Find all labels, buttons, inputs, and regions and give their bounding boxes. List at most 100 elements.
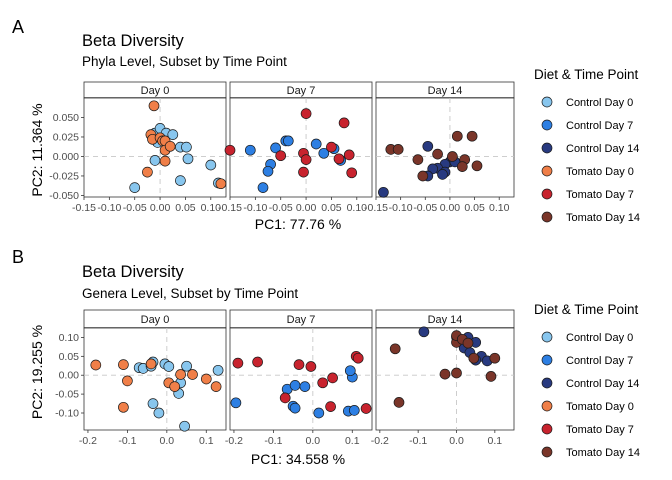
y-tick-label: 0.05 [59, 351, 80, 363]
legend-b: Diet & Time Point Control Day 0 Control Da… [534, 302, 640, 459]
data-point [163, 361, 175, 372]
legend-swatch [541, 354, 553, 366]
data-point [148, 100, 160, 112]
data-point [275, 150, 287, 162]
facet-a-1: Day 7 -0.15 -0.10 -0.05 0.00 0.05 0.10 [218, 81, 373, 214]
data-point [159, 155, 171, 167]
data-point [257, 182, 269, 193]
chart-b-xlabel: PC1: 34.558 % [251, 451, 345, 467]
legend-label: Control Day 7 [566, 120, 633, 132]
data-point [489, 352, 501, 364]
data-point [393, 397, 405, 408]
x-tick-label: -0.05 [269, 202, 293, 214]
plot-a: Day 0-0.15 -0.10 -0.05 0.00 0.05 0.10-0.050-0… [49, 81, 515, 214]
data-point [210, 381, 222, 392]
data-point [437, 169, 448, 180]
legend-title: Diet & Time Point [534, 67, 639, 82]
data-point [90, 359, 102, 371]
x-tick-label: 0.10 [347, 202, 368, 214]
chart-a-title: Beta Diversity [82, 32, 185, 50]
facet-strip-label: Day 14 [428, 314, 463, 326]
legend-swatch [541, 423, 553, 435]
y-tick-label: -0.05 [55, 389, 79, 401]
data-point [147, 398, 159, 409]
data-point [282, 135, 294, 147]
data-point [181, 360, 192, 372]
data-point [432, 148, 443, 160]
legend-title: Diet & Time Point [534, 302, 639, 317]
x-tick-label: 0.10 [201, 202, 222, 214]
data-point [468, 352, 480, 364]
facet-a-2: Day 14 -0.15 -0.10 -0.05 0.00 0.05 0.10 [364, 81, 515, 214]
data-point [317, 377, 329, 389]
legend-a: Diet & Time Point Control Day 0 Control Da… [534, 67, 640, 224]
legend-item: Tomato Day 14 [541, 446, 640, 459]
data-point [305, 361, 317, 372]
chart-a-xlabel: PC1: 77.76 % [255, 216, 341, 232]
facet-b-2: Day 14 -0.2 -0.1 0.0 0.1 [371, 309, 515, 447]
legend-item: Control Day 0 [541, 96, 633, 109]
facet-strip-label: Day 0 [141, 85, 170, 97]
data-point [182, 153, 194, 165]
legend-swatch [541, 377, 553, 389]
data-point [451, 367, 462, 379]
data-point [333, 153, 345, 165]
data-point [270, 142, 281, 154]
legend-label: Control Day 14 [566, 143, 639, 155]
panel-letter-a: A [12, 17, 24, 37]
data-point [230, 397, 242, 409]
data-point [205, 159, 217, 171]
panel-border [83, 97, 227, 198]
x-tick-label: -0.2 [371, 435, 389, 447]
x-tick-label: 0.0 [306, 435, 321, 447]
x-tick-label: -0.1 [409, 435, 427, 447]
x-tick-label: 0.05 [464, 202, 485, 214]
x-tick-label: -0.05 [123, 202, 147, 214]
data-point [343, 149, 355, 161]
legend-swatch [541, 188, 553, 200]
facet-strip-label: Day 0 [141, 314, 170, 326]
chart-b-subtitle: Genera Level, Subset by Time Point [82, 286, 298, 301]
data-point [313, 407, 325, 419]
x-tick-label: -0.05 [413, 202, 437, 214]
x-tick-label: 0.1 [199, 435, 214, 447]
data-point [244, 144, 256, 156]
data-point [325, 401, 336, 412]
data-point [338, 117, 350, 129]
legend-label: Tomato Day 0 [566, 166, 634, 178]
data-point [300, 108, 312, 119]
data-point [145, 358, 157, 370]
data-point [215, 178, 227, 190]
x-tick-label: -0.1 [264, 435, 282, 447]
x-tick-label: 0.0 [160, 435, 175, 447]
legend-swatch [541, 400, 553, 412]
x-tick-label: 0.05 [321, 202, 342, 214]
data-point [466, 130, 478, 142]
x-tick-label: -0.2 [79, 435, 97, 447]
facet-strip-label: Day 7 [287, 85, 316, 97]
legend-label: Tomato Day 7 [566, 424, 634, 436]
x-tick-label: 0.00 [440, 202, 461, 214]
data-point [175, 369, 186, 380]
data-point [252, 356, 263, 368]
data-point [142, 166, 153, 178]
y-tick-label: 0.025 [53, 131, 79, 143]
legend-label: Control Day 0 [566, 97, 633, 109]
legend-item: Tomato Day 7 [541, 188, 634, 201]
data-point [471, 160, 483, 172]
facet-a-0: Day 0 -0.15 -0.10 -0.05 0.00 0.05 0.10 -0.050 -0… [49, 81, 227, 214]
data-point [164, 140, 176, 152]
y-tick-label: -0.10 [55, 408, 79, 420]
data-point [118, 359, 129, 370]
data-point [439, 368, 451, 380]
data-point [179, 420, 190, 432]
data-point [200, 373, 212, 385]
legend-item: Control Day 7 [541, 119, 633, 132]
legend-swatch [541, 331, 553, 343]
legend-item: Tomato Day 0 [541, 165, 634, 178]
data-point [348, 405, 360, 416]
data-point [175, 175, 186, 186]
data-point [153, 407, 165, 419]
y-tick-label: 0.00 [59, 370, 80, 382]
x-tick-label: 0.0 [449, 435, 464, 447]
